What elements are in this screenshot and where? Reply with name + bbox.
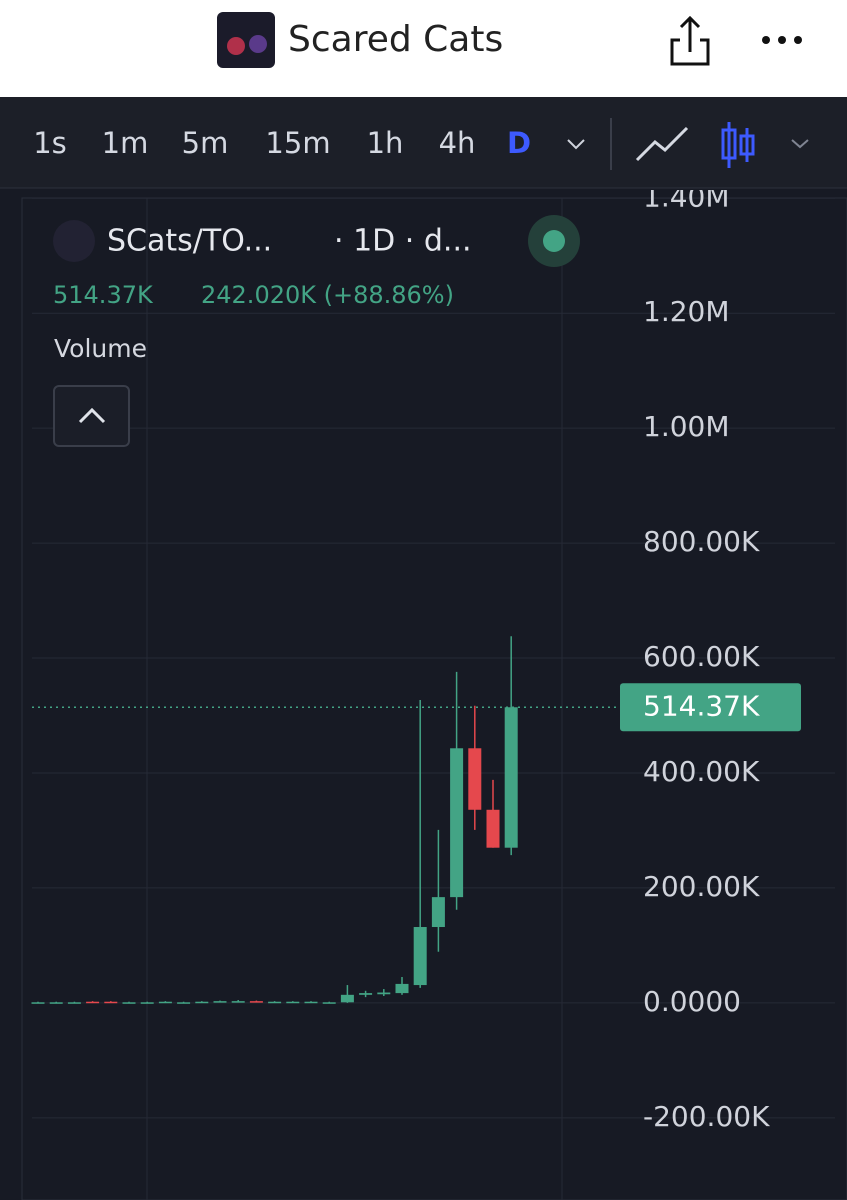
y-tick-label: 200.00K [643,870,760,903]
candle-body [67,1002,81,1004]
interval-button[interactable]: 15m [265,126,330,160]
y-tick-label: 1.40M [643,180,730,213]
candle-body [377,992,391,995]
icon-detail [249,35,267,53]
collapse-button[interactable] [53,385,130,447]
style-dropdown[interactable] [791,139,809,149]
y-tick-label: 0.0000 [643,985,741,1018]
symbol-meta: · 1D · d... [334,224,472,259]
y-tick-label: 1.00M [643,410,730,443]
interval-button[interactable]: 1h [367,126,404,160]
plot-area: -200.00K 0.0000 200.00K 400.00K 600.00K 800.0… [21,180,847,1200]
last-price-label: 514.37K [643,689,760,722]
candle-body [49,1002,63,1004]
candle-body [213,1001,227,1003]
candle-body [231,1001,245,1003]
collapse-icon [78,407,106,424]
candle-body [195,1001,209,1004]
candle-body [158,1001,172,1004]
candle-body [140,1002,154,1004]
app-header [0,0,847,97]
token-icon [217,12,275,68]
y-tick-label: 400.00K [643,755,760,788]
candle-body [486,809,500,848]
candle-body [413,927,427,986]
y-tick-label: 1.20M [643,295,730,328]
y-tick-label: -200.00K [643,1100,770,1133]
share-button[interactable] [670,15,710,66]
legend-price: 514.37K [53,281,154,309]
symbol: SCats/TO... [107,224,272,259]
interval-button[interactable]: D [507,126,531,160]
candle-body [249,1001,263,1003]
y-tick-label: 600.00K [643,640,760,673]
line-chart-button[interactable] [635,126,689,162]
candle-body [395,983,409,994]
candle-body [304,1001,318,1004]
icon-detail [227,37,245,55]
interval-button[interactable]: 1m [102,126,149,160]
candle-body [450,748,464,898]
candle-chart-button[interactable] [721,122,755,168]
candle-body [86,1001,100,1004]
candle-body [122,1002,136,1004]
y-tick-label: 800.00K [643,525,760,558]
status-dot [543,230,565,252]
symbol-icon [53,220,95,262]
candle-body [31,1002,45,1004]
more-button[interactable] [762,36,802,44]
interval-button[interactable]: 5m [182,126,229,160]
interval-button[interactable]: 1s [33,126,67,160]
candle-body [468,748,482,810]
candle-body [322,1002,336,1004]
candle-body [268,1001,282,1004]
indicator-name: Volume [54,334,147,363]
page-title: Scared Cats [288,19,503,60]
candle-body [177,1002,191,1004]
candle-body [104,1001,118,1004]
interval-button[interactable]: 4h [439,126,476,160]
candle-body [431,897,445,928]
interval-dropdown[interactable] [567,139,585,150]
last-price-badge [620,683,801,732]
candle-body [340,994,354,1003]
legend-change: 242.020K (+88.86%) [201,281,454,309]
candle-body [359,993,373,995]
toolbar [0,97,847,188]
candle-body [286,1001,300,1004]
candle-body [504,707,518,848]
